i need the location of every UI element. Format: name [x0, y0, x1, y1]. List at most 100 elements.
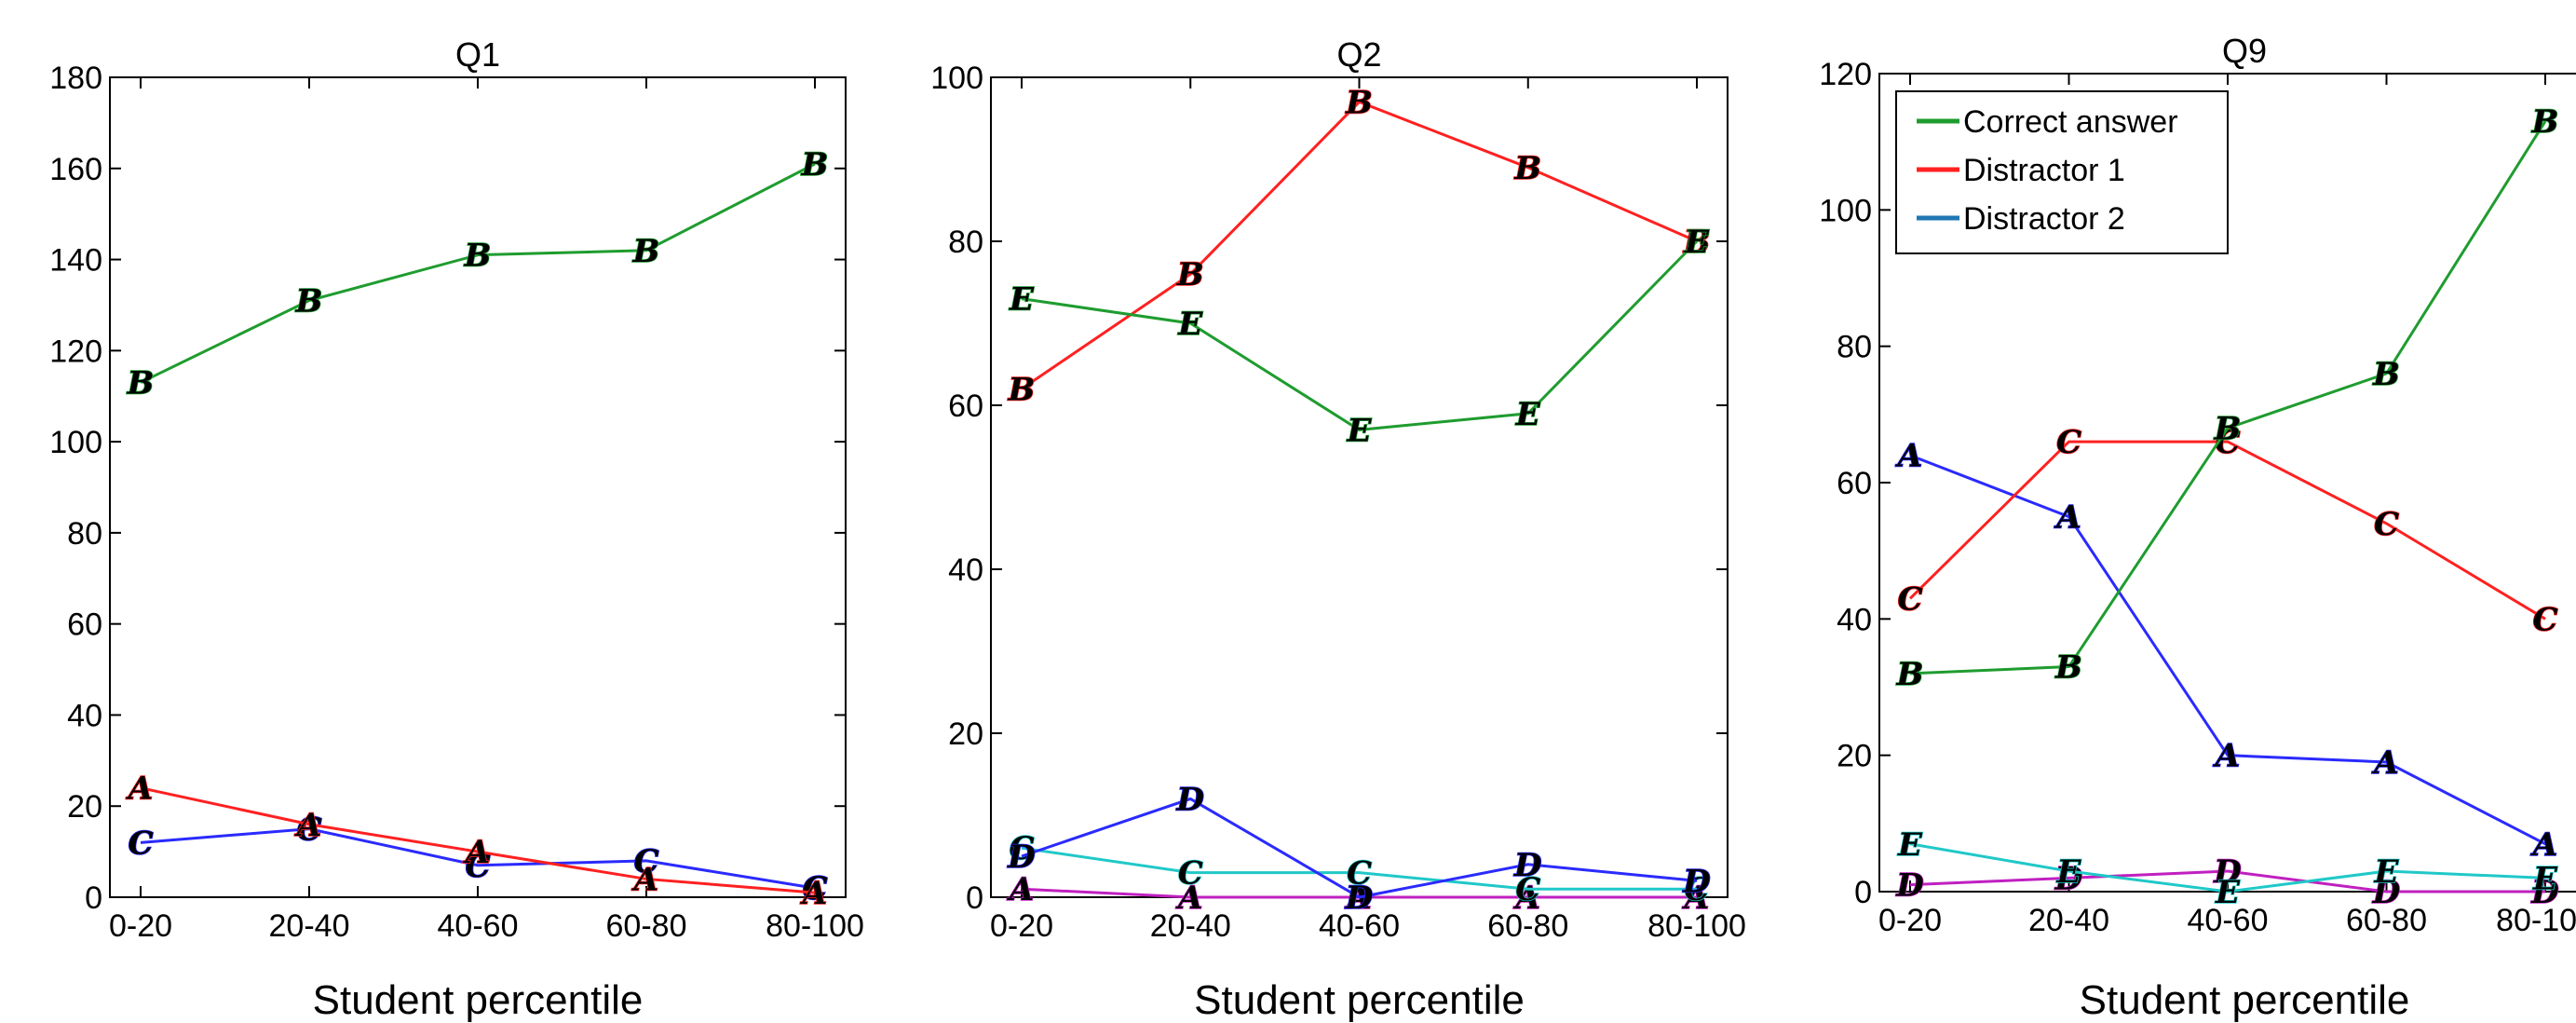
data-point-marker: E	[1684, 224, 1710, 261]
data-point-marker: A	[800, 875, 827, 912]
y-tick-label: 160	[49, 152, 102, 187]
series-line-distractor3	[1021, 846, 1697, 891]
x-tick-label: 40-60	[1319, 908, 1400, 944]
data-point-marker: A	[2054, 499, 2081, 537]
data-point-marker: B	[1513, 150, 1541, 187]
data-point-marker: B	[801, 146, 829, 184]
y-tick-label: 100	[930, 61, 983, 96]
x-tick-label: 80-100	[1647, 908, 1746, 944]
x-tick-label: 0-20	[109, 908, 172, 944]
plot-frame	[109, 76, 847, 898]
data-point-marker: D	[1682, 863, 1711, 900]
data-point-marker: A	[1895, 438, 1922, 475]
x-tick-label: 40-60	[2188, 903, 2269, 938]
legend-label: Distractor 1	[1963, 153, 2125, 188]
y-tick-label: 180	[49, 61, 102, 96]
x-axis-label: Student percentile	[1194, 977, 1525, 1023]
y-tick-label: 40	[1837, 602, 1872, 637]
chart-title: Q2	[1336, 35, 1381, 74]
data-point-marker: A	[1007, 871, 1034, 908]
series-line-correct	[140, 162, 816, 384]
y-tick-label: 60	[948, 389, 983, 424]
data-point-marker: E	[1347, 412, 1373, 449]
chart-1: Q1 0 20 40 60 80 100 120 140 160 180 0-20 20-40 40-60…	[49, 35, 864, 1023]
data-point-marker: D	[1895, 867, 1924, 905]
data-point-marker: D	[1007, 839, 1036, 876]
y-tick-label: 0	[966, 880, 983, 916]
data-point-marker: E	[1515, 396, 1541, 433]
y-tick-label: 20	[948, 716, 983, 752]
data-point-marker: A	[1175, 880, 1202, 917]
x-tick-label: 60-80	[2346, 903, 2427, 938]
y-tick-label: 120	[49, 334, 102, 369]
data-point-marker: C	[1897, 580, 1922, 618]
data-point-marker: C	[1684, 871, 1709, 908]
data-point-marker: C	[2532, 601, 2557, 638]
data-point-marker: A	[1344, 880, 1371, 917]
data-point-marker: A	[2213, 738, 2240, 775]
data-point-marker: A	[463, 834, 490, 871]
legend-label: Distractor 2	[1963, 201, 2125, 237]
y-tick-label: 0	[1854, 875, 1872, 910]
legend: Correct answer Distractor 1 Distractor 2	[1895, 90, 2229, 254]
series-line-distractor2	[1909, 454, 2546, 846]
data-point-marker: A	[2371, 744, 2398, 782]
series-line-distractor2	[1021, 797, 1698, 899]
data-point-marker: E	[1009, 281, 1035, 319]
x-tick-label: 0-20	[1878, 903, 1942, 938]
x-tick-label: 0-20	[990, 908, 1053, 944]
y-tick-label: 40	[948, 552, 983, 588]
chart-3: Q9 0 20 40 60 80 100 120 0-20 20-40 40-60 60-80 80-1…	[1819, 32, 2576, 1023]
x-axis-label: Student percentile	[2080, 977, 2410, 1023]
series-line-distractor3	[1909, 842, 2546, 893]
plot-frame	[990, 76, 1729, 898]
x-tick-label: 20-40	[2028, 903, 2109, 938]
data-point-marker: D	[1345, 880, 1374, 917]
data-point-marker: C	[2374, 506, 2399, 543]
y-tick-label: 80	[67, 516, 102, 552]
data-point-marker: C	[633, 843, 658, 880]
data-point-marker: B	[1896, 656, 1924, 693]
series-line-distractor1	[1908, 440, 2546, 621]
x-tick-label: 80-100	[2496, 903, 2576, 938]
data-point-marker: E	[2215, 874, 2241, 911]
data-point-marker: B	[632, 233, 660, 270]
data-point-marker: B	[295, 283, 323, 321]
y-tick-label: 80	[1837, 330, 1872, 365]
legend-label: Correct answer	[1963, 104, 2178, 140]
data-point-marker: C	[1515, 871, 1540, 908]
data-point-marker: D	[2372, 874, 2401, 911]
y-tick-label: 100	[49, 425, 102, 460]
data-point-marker: B	[1176, 256, 1204, 293]
series-line-distractor1	[1021, 100, 1698, 390]
data-point-marker: A	[1682, 880, 1709, 917]
data-point-marker: C	[1178, 855, 1203, 893]
y-tick-label: 60	[67, 607, 102, 643]
data-point-marker: C	[128, 825, 153, 862]
y-tick-label: 20	[67, 789, 102, 825]
data-point-marker: A	[2530, 826, 2557, 864]
data-point-marker: A	[1513, 880, 1540, 917]
x-tick-label: 80-100	[766, 908, 864, 944]
data-point-marker: A	[631, 861, 658, 898]
data-point-marker: D	[2054, 860, 2083, 897]
series-line-correct	[1021, 239, 1699, 431]
chart-2: Q2 0 20 40 60 80 100 0-20 20-40 40-60 60-80 80-100 S…	[930, 35, 1746, 1023]
x-tick-label: 20-40	[269, 908, 350, 944]
series-line-distractor1	[140, 786, 816, 894]
data-point-marker: B	[2531, 103, 2559, 141]
data-point-marker: A	[126, 771, 153, 808]
data-point-marker: B	[464, 238, 492, 275]
y-tick-label: 100	[1819, 193, 1872, 228]
data-point-marker: C	[296, 812, 321, 849]
data-point-marker: E	[2056, 853, 2082, 891]
data-point-marker: B	[1008, 371, 1036, 408]
chart-title: Q1	[455, 35, 500, 74]
y-tick-label: 40	[67, 698, 102, 733]
data-point-marker: C	[1009, 830, 1034, 867]
data-point-marker: D	[1176, 781, 1205, 818]
data-point-marker: B	[2214, 410, 2242, 447]
data-point-marker: A	[294, 807, 321, 844]
data-point-marker: B	[2054, 649, 2082, 687]
